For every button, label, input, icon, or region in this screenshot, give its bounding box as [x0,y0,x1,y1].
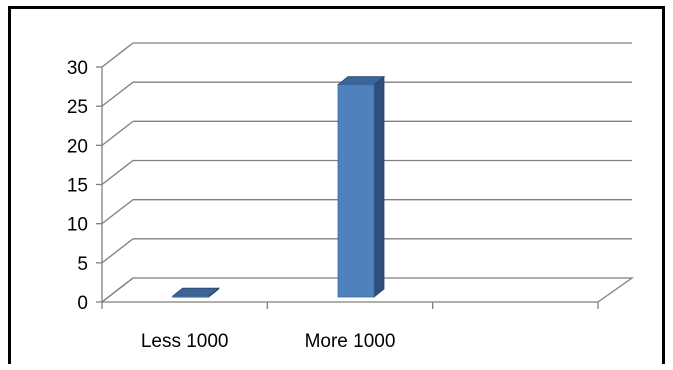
bar-more-1000 [336,75,386,298]
chart-frame [8,6,665,364]
gridline-side [101,42,134,68]
y-tick-label: 5 [77,254,88,275]
bar-front-face [337,84,375,298]
y-tick-labels: 0 5 10 15 20 25 30 [67,58,88,314]
bar-front-face [172,295,210,298]
y-tick-label: 30 [67,58,88,79]
bar-side-face [373,75,385,298]
y-tick-label: 20 [67,136,88,157]
bars [171,75,386,298]
y-tick-label: 0 [77,293,88,314]
y-tick-label: 10 [67,215,88,236]
gridline-side [101,238,134,264]
axes [96,66,599,309]
gridline-side [101,81,134,107]
gridline-side [101,120,134,146]
gridline-side [101,199,134,225]
y-tick-label: 25 [67,97,88,118]
y-tick-label: 15 [67,176,88,197]
x-category-labels: Less 1000 More 1000 [141,331,396,352]
x-category-label: Less 1000 [141,331,229,352]
gridline-side [101,159,134,186]
x-category-label: More 1000 [305,331,396,352]
bar-less-1000 [171,287,220,298]
